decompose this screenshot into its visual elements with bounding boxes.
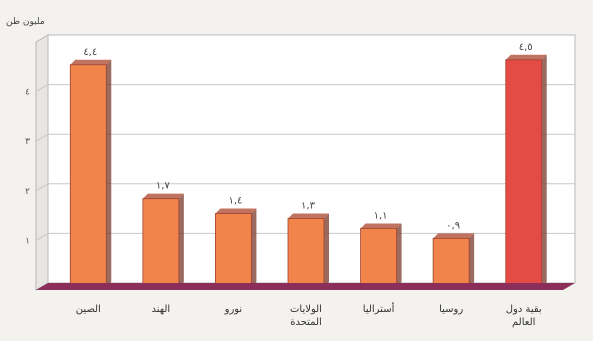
category-label: بقية دول [506, 304, 542, 315]
bar-front [69, 64, 107, 288]
y-axis-unit-label: مليون طن [6, 17, 45, 27]
category-label: روسيا [439, 304, 463, 315]
bar-value-label: ٠,٩ [446, 220, 460, 231]
bar-top [142, 193, 184, 199]
gridline-side [35, 232, 49, 241]
bar-value-label: ١,٧ [156, 181, 171, 192]
bar-top [433, 233, 475, 239]
bar [360, 223, 402, 288]
bar [432, 233, 475, 288]
bar-top [215, 208, 257, 214]
bar-side [178, 193, 184, 287]
bar-top [288, 213, 329, 219]
bar [69, 59, 112, 288]
category-label: الصين [76, 304, 101, 315]
bar-value-label: ٤,٤ [83, 47, 97, 58]
bar-side [251, 208, 257, 287]
bar-value-label: ١,١ [374, 210, 388, 221]
y-tick-label: ٣ [25, 137, 30, 147]
bar-side [396, 223, 402, 287]
bar-front [215, 213, 252, 288]
bar-front [505, 59, 543, 288]
bar [142, 193, 184, 288]
bar-top [360, 223, 402, 229]
bar-side [106, 59, 112, 288]
bar-side [324, 213, 329, 287]
bar-value-label: ١,٤ [228, 196, 242, 207]
y-tick-label: ٤ [25, 88, 30, 98]
gridline-side [35, 84, 49, 93]
category-label: نورو [224, 304, 243, 315]
bar-value-label: ١,٣ [301, 201, 316, 212]
bar [287, 213, 329, 288]
bar [505, 54, 547, 288]
chart-floor [36, 283, 575, 290]
bar-value-label: ٤,٥ [519, 42, 533, 53]
bar-front [287, 218, 325, 288]
bar-front [142, 198, 180, 288]
category-label: العالم [512, 317, 535, 328]
y-tick-label: ١ [25, 236, 30, 246]
category-label: أستراليا [363, 302, 395, 315]
category-label: الولايات [290, 304, 322, 315]
category-label: المتحدة [290, 317, 322, 328]
bar-top [505, 54, 547, 60]
bar-front [360, 228, 397, 288]
chart-side-wall [35, 34, 49, 291]
gridline-side [35, 133, 49, 142]
bar-front [432, 237, 470, 288]
bar-side [469, 233, 475, 287]
y-tick-label: ٢ [25, 187, 30, 197]
bar [215, 208, 257, 288]
category-label: الهند [152, 304, 171, 315]
bar-side [541, 54, 547, 287]
gridline-side [35, 183, 49, 192]
bar-top [70, 59, 112, 65]
